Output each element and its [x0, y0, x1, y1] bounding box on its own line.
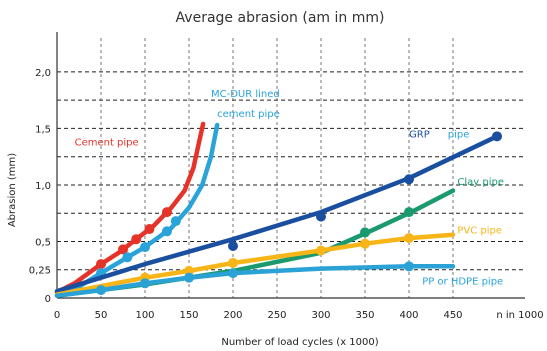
chart-title: Average abrasion (am in mm): [176, 10, 385, 26]
y-tick-label: 2,0: [35, 68, 51, 79]
series-line: [54, 232, 456, 297]
data-point: [360, 227, 370, 238]
data-point: [122, 252, 133, 263]
x-tick-label: 100: [135, 310, 154, 321]
x-tick-label: 200: [223, 310, 242, 321]
series-label: PP or HDPE pipe: [422, 276, 503, 287]
data-point: [404, 174, 414, 185]
series-line: [54, 264, 456, 298]
data-point: [184, 272, 194, 283]
series-label: GRP: [409, 129, 430, 140]
data-point: [118, 244, 128, 255]
data-point: [228, 241, 238, 251]
data-point: [144, 224, 155, 235]
y-tick-label: 0,25: [29, 266, 51, 277]
y-tick-label: 1,0: [35, 181, 51, 192]
data-point: [228, 268, 238, 279]
series-line: [54, 134, 500, 294]
x-unit-label: n in 1000: [496, 310, 543, 321]
x-tick-label: 450: [443, 310, 462, 321]
x-tick-label: 150: [179, 310, 198, 321]
x-tick-label: 250: [267, 310, 286, 321]
y-axis-title: Abrasion (mm): [7, 153, 18, 227]
data-point: [316, 245, 326, 256]
series-label: pipe: [448, 129, 470, 140]
data-point: [404, 207, 414, 218]
series-label: PVC pipe: [457, 226, 502, 237]
y-tick-label: 0,5: [35, 237, 51, 248]
data-point: [96, 285, 106, 296]
series-labels: Cement pipe MC-DUR lined cement pipe GRP pip…: [75, 89, 504, 288]
series-label: Cement pipe: [75, 137, 139, 148]
x-tick-label: 350: [355, 310, 374, 321]
data-point: [140, 278, 150, 289]
x-tick-label: 400: [399, 310, 418, 321]
series-line: [54, 188, 456, 298]
y-tick-label: 0: [45, 294, 51, 305]
series-line: [54, 121, 206, 295]
data-point: [360, 238, 370, 249]
data-point: [404, 233, 414, 244]
data-point: [96, 259, 106, 270]
data-point: [162, 226, 172, 237]
x-tick-label: 0: [54, 310, 60, 321]
data-point: [492, 131, 502, 142]
x-tick-label: 50: [95, 310, 108, 321]
grid-lines: [57, 38, 525, 298]
data-point: [140, 242, 150, 253]
x-axis-title: Number of load cycles (x 1000): [221, 337, 378, 348]
data-point: [228, 257, 238, 268]
axes: 0 0,25 0,5 1,0 1,5 2,0 0 50 100 150 200 250 300 350 40…: [29, 32, 544, 321]
data-point: [131, 234, 142, 245]
y-tick-label: 1,5: [35, 124, 51, 135]
data-series: [54, 121, 502, 298]
x-tick-label: 300: [311, 310, 330, 321]
data-point: [316, 211, 326, 222]
series-label: cement pipe: [217, 109, 280, 120]
series-label: MC-DUR lined: [211, 89, 280, 100]
data-point: [170, 216, 181, 227]
data-point: [162, 207, 172, 218]
data-point: [404, 261, 414, 272]
series-label: Clay pipe: [457, 177, 504, 188]
